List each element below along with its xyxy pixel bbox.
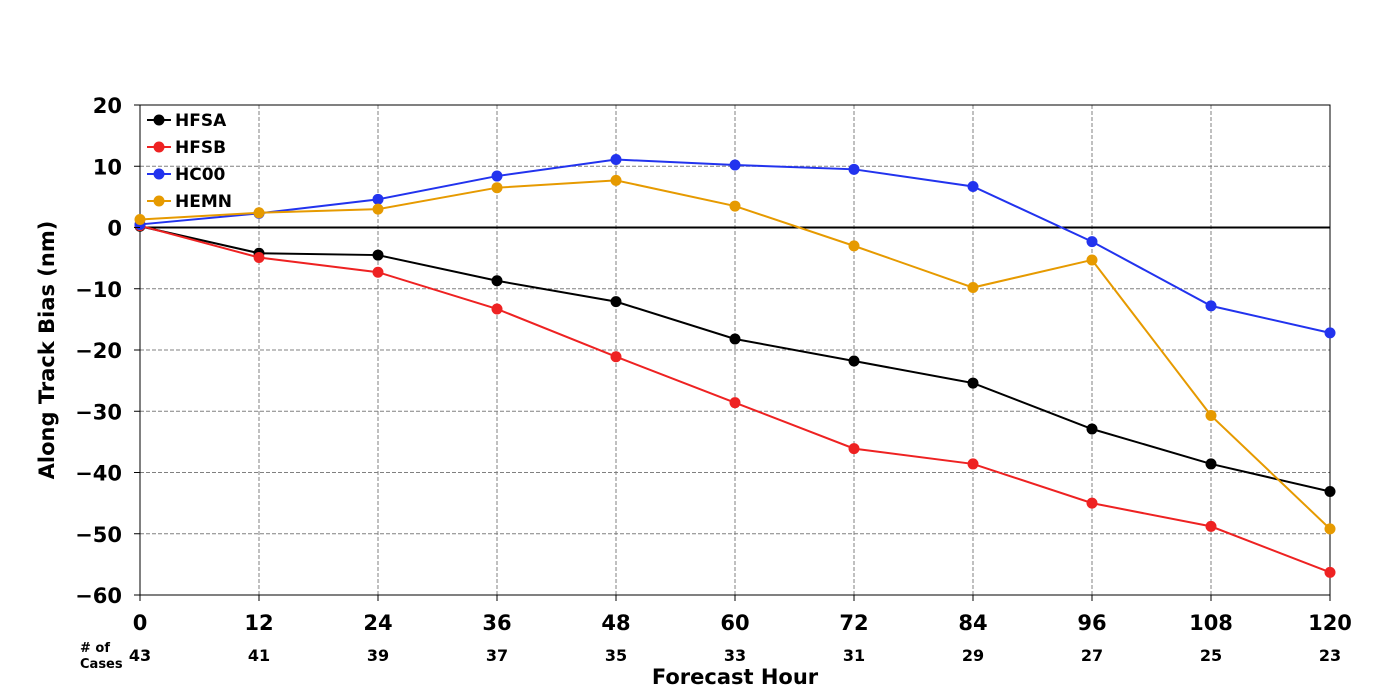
x-tick-label: 84: [958, 611, 987, 635]
case-count: 39: [367, 646, 389, 665]
case-count: 43: [129, 646, 151, 665]
x-tick-label: 12: [244, 611, 273, 635]
legend-marker: [153, 168, 165, 180]
series-hfsa: [134, 220, 1336, 497]
series-layer: [134, 154, 1336, 578]
y-tick-label: −40: [75, 462, 122, 486]
legend-label: HEMN: [175, 192, 232, 212]
data-point: [1205, 520, 1217, 532]
y-tick-label: 20: [93, 94, 122, 118]
data-point: [1086, 423, 1098, 435]
y-tick-label: −10: [75, 278, 122, 302]
legend-label: HFSB: [175, 138, 226, 158]
legend-label: HC00: [175, 165, 226, 185]
cases-row: # of Cases 43 41 39 37 35 33 31 29 27 25 23: [80, 641, 1341, 672]
data-point: [729, 200, 741, 212]
y-tick-label: −20: [75, 339, 122, 363]
x-tick-label: 72: [839, 611, 868, 635]
y-tick-label: −60: [75, 584, 122, 608]
data-point: [1086, 497, 1098, 509]
series-hfsb: [134, 220, 1336, 578]
data-point: [372, 193, 384, 205]
case-count: 25: [1200, 646, 1222, 665]
x-tick-label: 120: [1308, 611, 1352, 635]
data-point: [1086, 236, 1098, 248]
data-point: [1205, 300, 1217, 312]
data-point: [848, 240, 860, 252]
x-tick-label: 48: [601, 611, 630, 635]
grid: [140, 105, 1330, 595]
x-tick-label: 24: [363, 611, 392, 635]
series-hemn: [134, 174, 1336, 535]
case-count: 31: [843, 646, 865, 665]
data-point: [729, 333, 741, 345]
data-point: [848, 443, 860, 455]
case-count: 35: [605, 646, 627, 665]
data-point: [1324, 327, 1336, 339]
data-point: [610, 154, 622, 166]
data-point: [372, 266, 384, 278]
data-point: [967, 180, 979, 192]
legend-marker: [153, 141, 165, 153]
case-count: 37: [486, 646, 508, 665]
data-point: [253, 207, 265, 219]
y-tick-label: −30: [75, 400, 122, 424]
data-point: [491, 170, 503, 182]
x-tick-label: 108: [1189, 611, 1233, 635]
legend-item-hemn: HEMN: [147, 192, 232, 212]
data-point: [1205, 410, 1217, 422]
data-point: [372, 203, 384, 215]
data-point: [1086, 254, 1098, 266]
y-tick-label: −50: [75, 523, 122, 547]
cases-label-line2: Cases: [80, 657, 123, 672]
data-point: [967, 377, 979, 389]
legend-marker: [153, 195, 165, 207]
case-count: 29: [962, 646, 984, 665]
legend: HFSA HFSB HC00 HEMN: [147, 111, 232, 212]
x-tick-label: 36: [482, 611, 511, 635]
data-point: [1205, 458, 1217, 470]
x-axis-title: Forecast Hour: [652, 665, 819, 689]
y-tick-label: 10: [93, 155, 122, 179]
data-point: [491, 182, 503, 194]
cases-label-line1: # of: [80, 641, 110, 656]
x-tick-label: 0: [133, 611, 148, 635]
data-point: [729, 397, 741, 409]
data-point: [491, 303, 503, 315]
legend-marker: [153, 114, 165, 126]
case-count: 23: [1319, 646, 1341, 665]
data-point: [610, 296, 622, 308]
legend-item-hfsa: HFSA: [147, 111, 227, 131]
x-tick-label: 96: [1077, 611, 1106, 635]
case-count: 27: [1081, 646, 1103, 665]
data-point: [1324, 566, 1336, 578]
legend-item-hc00: HC00: [147, 165, 226, 185]
data-point: [848, 355, 860, 367]
y-tick-label: 0: [107, 217, 122, 241]
data-point: [848, 163, 860, 175]
data-point: [610, 351, 622, 363]
data-point: [1324, 485, 1336, 497]
x-axis-ticks: 0 12 24 36 48 60 72 84 96 108 120: [133, 595, 1352, 635]
y-axis-title: Along Track Bias (nm): [35, 221, 59, 480]
data-point: [491, 275, 503, 287]
data-point: [610, 174, 622, 186]
data-point: [253, 252, 265, 264]
data-point: [1324, 523, 1336, 535]
data-point: [134, 214, 146, 226]
data-point: [967, 282, 979, 294]
legend-item-hfsb: HFSB: [147, 138, 226, 158]
y-axis-ticks: 20 10 0 −10 −20 −30 −40 −50 −60: [75, 94, 140, 608]
x-tick-label: 60: [720, 611, 749, 635]
legend-label: HFSA: [175, 111, 227, 131]
data-point: [967, 458, 979, 470]
case-count: 41: [248, 646, 270, 665]
data-point: [372, 249, 384, 261]
case-count: 33: [724, 646, 746, 665]
data-point: [729, 159, 741, 171]
